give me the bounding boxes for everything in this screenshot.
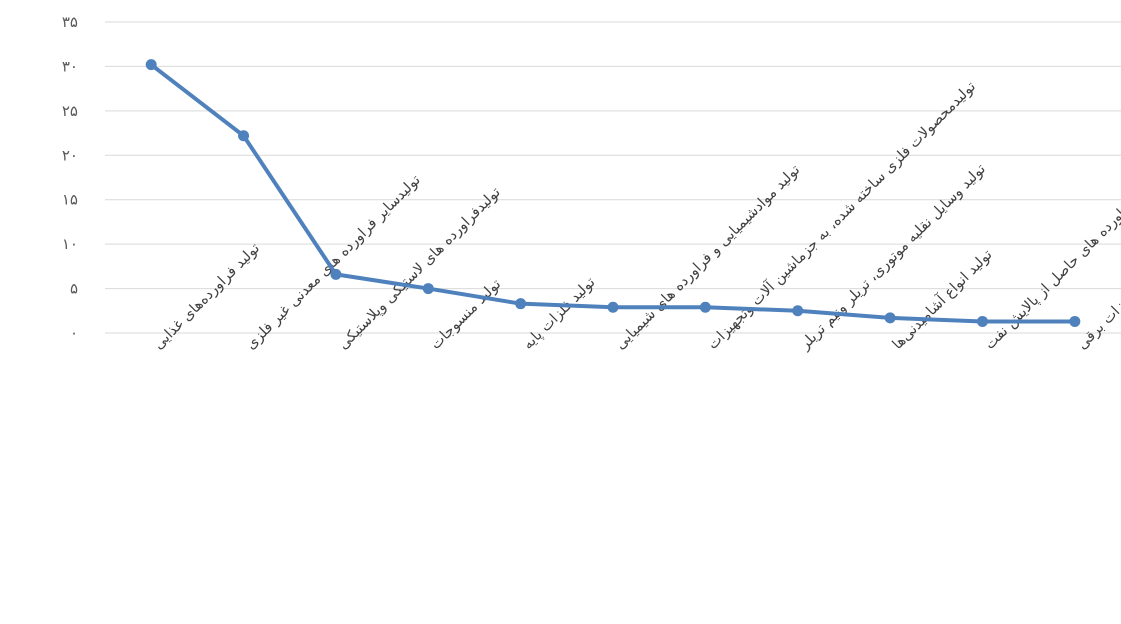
- y-tick-label: ۱۵: [62, 191, 78, 209]
- x-tick-label: تولید منسوجات: [428, 276, 504, 352]
- x-tick-label: تولید انواع آشامیدنی‌ها: [888, 245, 995, 352]
- series-1: [145, 59, 1081, 327]
- y-axis: ۰ ۵ ۱۰ ۱۵ ۲۰ ۲۵ ۳۰ ۳۵: [62, 13, 78, 342]
- series-line: [149, 62, 1077, 324]
- y-tick-label: ۳۵: [62, 13, 78, 31]
- x-tick-label: تولید تجهیزات برقی: [1074, 258, 1121, 353]
- y-tick-label: ۲۰: [62, 146, 78, 164]
- x-tick-label: تولیدفراورده های لاستیکی وپلاستیکی: [335, 184, 503, 352]
- y-tick-label: ۰: [70, 324, 78, 342]
- data-point: [884, 312, 896, 324]
- grid-lines: [105, 21, 1121, 334]
- x-tick-label: تولید وسایل نقلیه موتوری، تریلر ونیم تری…: [797, 161, 989, 353]
- y-tick-label: ۲۵: [62, 102, 78, 120]
- x-tick-label: تولید فلزات پایه: [520, 274, 598, 352]
- y-tick-label: ۱۰: [62, 235, 78, 253]
- data-point: [607, 301, 619, 313]
- data-point: [515, 298, 527, 310]
- data-point: [145, 59, 157, 71]
- data-point: [330, 268, 342, 280]
- data-point: [1069, 315, 1081, 327]
- data-point: [238, 130, 250, 142]
- y-tick-label: ۳۰: [62, 57, 78, 75]
- data-point: [699, 301, 711, 313]
- x-tick-label: تولید موادشیمیایی و فراورده های شیمیایی: [613, 162, 804, 353]
- y-tick-label: ۵: [70, 280, 78, 298]
- data-point: [976, 315, 988, 327]
- x-tick-label: تولید فراورده‌های غذایی: [151, 240, 263, 352]
- data-point: [422, 283, 434, 295]
- data-point: [792, 305, 804, 317]
